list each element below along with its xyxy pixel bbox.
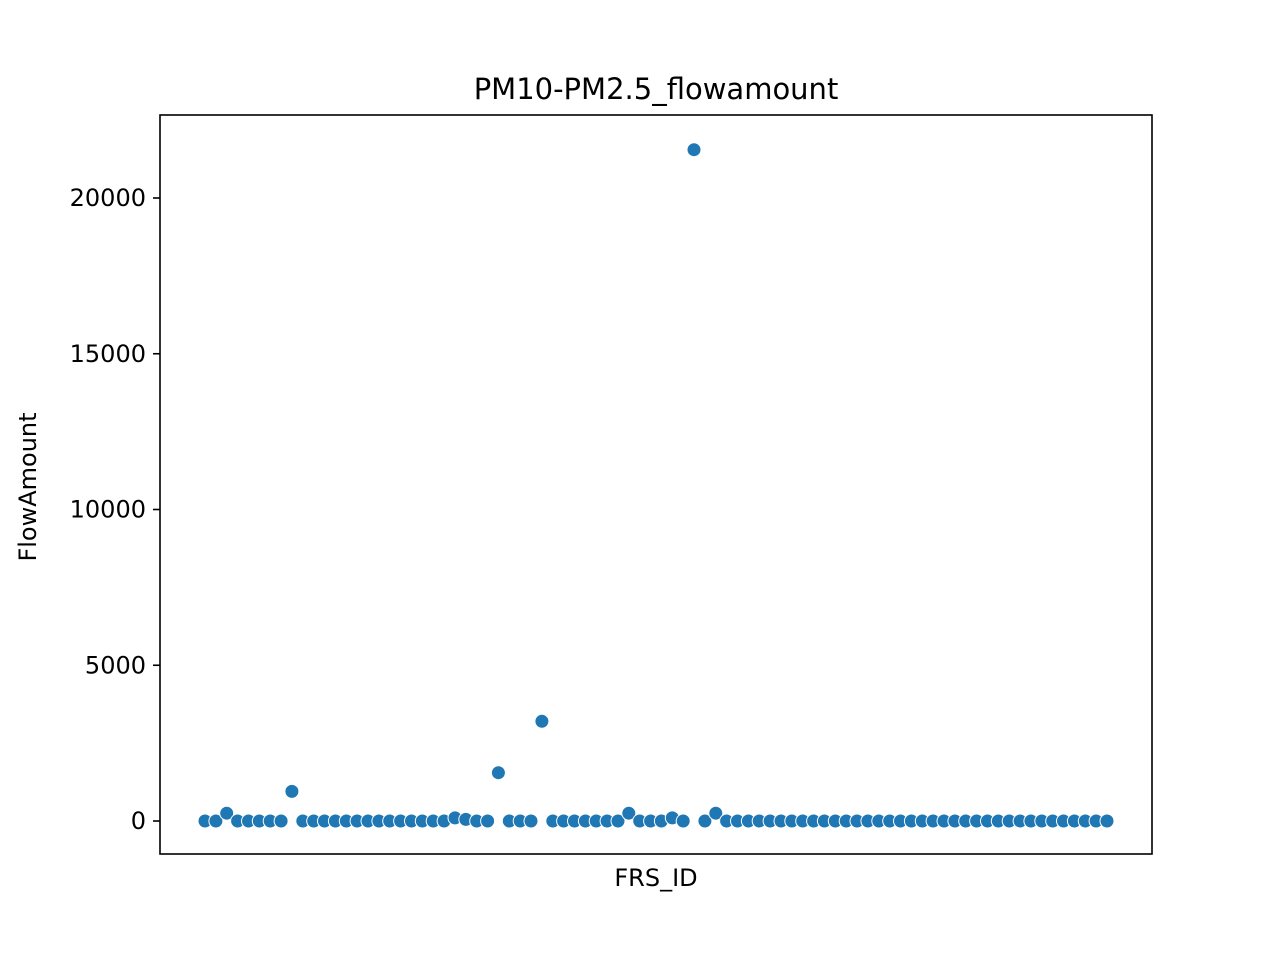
y-tick-label: 20000 bbox=[70, 184, 146, 212]
data-point bbox=[708, 805, 724, 821]
x-axis-label: FRS_ID bbox=[614, 864, 697, 892]
y-tick-label: 15000 bbox=[70, 340, 146, 368]
y-tick-label: 0 bbox=[131, 807, 146, 835]
data-point bbox=[490, 765, 506, 781]
plot-frame bbox=[159, 114, 1153, 855]
data-point bbox=[523, 813, 539, 829]
data-point bbox=[621, 805, 637, 821]
data-point bbox=[686, 142, 702, 158]
data-point bbox=[284, 783, 300, 799]
chart-title: PM10-PM2.5_flowamount bbox=[474, 72, 839, 106]
y-axis-label: FlowAmount bbox=[14, 412, 42, 561]
y-tick-label: 10000 bbox=[70, 496, 146, 524]
data-point bbox=[273, 813, 289, 829]
data-point bbox=[697, 813, 713, 829]
data-point bbox=[480, 813, 496, 829]
y-tick-label: 5000 bbox=[85, 651, 146, 679]
data-point bbox=[534, 713, 550, 729]
y-axis-ticks: 0 5000 10000 15000 20000 bbox=[70, 184, 160, 835]
data-points bbox=[197, 142, 1115, 829]
data-point bbox=[208, 813, 224, 829]
data-point bbox=[610, 813, 626, 829]
data-point bbox=[1099, 813, 1115, 829]
data-point bbox=[675, 813, 691, 829]
data-point bbox=[219, 805, 235, 821]
